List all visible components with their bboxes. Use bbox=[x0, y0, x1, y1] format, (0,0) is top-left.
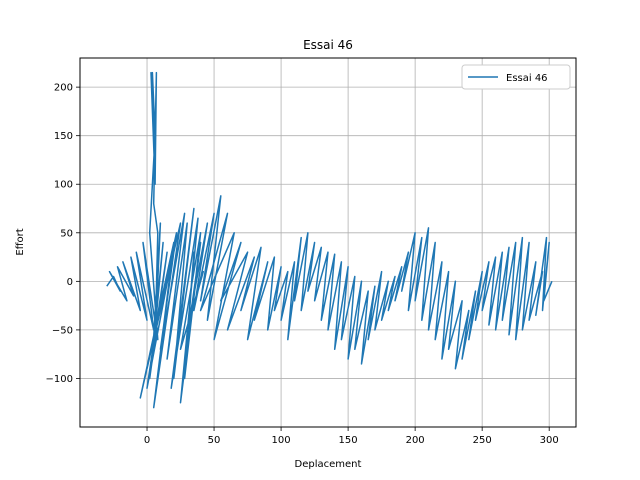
y-axis: −100 −50 0 50 100 150 200 bbox=[46, 83, 80, 385]
y-tick-label: −50 bbox=[52, 325, 73, 336]
legend-label: Essai 46 bbox=[506, 73, 548, 84]
axes-frame bbox=[79, 57, 577, 428]
y-tick-label: 100 bbox=[54, 180, 73, 191]
x-tick-label: 200 bbox=[406, 435, 425, 446]
y-tick-label: 150 bbox=[54, 131, 73, 142]
x-axis-label: Deplacement bbox=[295, 459, 362, 470]
y-tick-label: 50 bbox=[60, 228, 73, 239]
x-tick-label: 100 bbox=[272, 435, 291, 446]
x-tick-label: 50 bbox=[208, 435, 221, 446]
legend-box bbox=[461, 64, 571, 90]
x-tick-label: 0 bbox=[144, 435, 150, 446]
x-tick-label: 300 bbox=[540, 435, 559, 446]
y-tick-label: 0 bbox=[67, 277, 73, 288]
chart-title: Essai 46 bbox=[303, 38, 353, 52]
x-tick-label: 150 bbox=[339, 435, 358, 446]
y-tick-label: −100 bbox=[46, 374, 73, 385]
series-line-essai-46 bbox=[106, 71, 553, 409]
y-tick-label: 200 bbox=[54, 83, 73, 94]
x-tick-label: 250 bbox=[473, 435, 492, 446]
x-axis: 0 50 100 150 200 250 300 bbox=[144, 427, 559, 446]
y-axis-label: Effort bbox=[15, 228, 26, 255]
legend: Essai 46 bbox=[461, 64, 571, 90]
series-layer bbox=[106, 71, 553, 409]
